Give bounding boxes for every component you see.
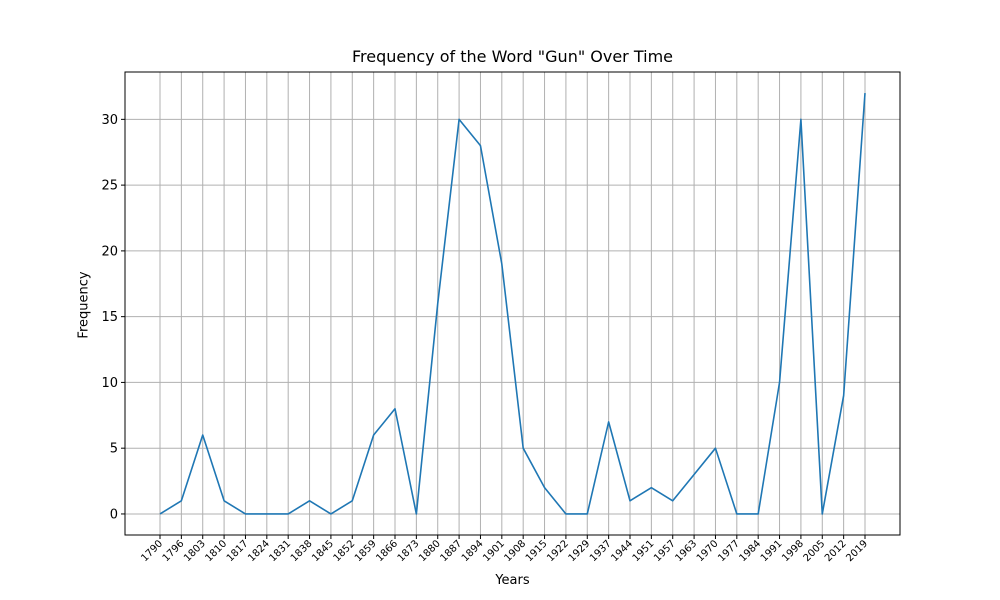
x-tick-label: 1873 xyxy=(396,538,422,564)
x-tick-label: 1810 xyxy=(203,538,229,564)
x-tick-label: 1831 xyxy=(268,538,294,564)
x-tick-label: 1838 xyxy=(289,538,315,564)
x-tick-label: 1852 xyxy=(332,538,358,564)
x-tick-label: 1984 xyxy=(738,538,764,564)
x-tick-label: 1951 xyxy=(631,538,657,564)
x-tick-label: 1963 xyxy=(673,538,699,564)
x-tick-label: 1880 xyxy=(417,538,443,564)
x-tick-label: 1796 xyxy=(161,538,187,564)
x-tick-label: 1845 xyxy=(310,538,336,564)
x-tick-label: 1922 xyxy=(545,538,571,564)
x-tick-label: 1817 xyxy=(225,538,251,564)
y-tick-label: 15 xyxy=(101,310,118,325)
x-tick-label: 2019 xyxy=(844,538,870,564)
x-tick-label: 1915 xyxy=(524,538,550,564)
x-tick-label: 1901 xyxy=(481,538,507,564)
x-tick-label: 1894 xyxy=(460,538,486,564)
y-tick-label: 25 xyxy=(101,179,118,194)
x-tick-label: 1887 xyxy=(438,538,464,564)
x-tick-label: 1790 xyxy=(139,538,165,564)
chart-title: Frequency of the Word "Gun" Over Time xyxy=(351,47,673,66)
x-tick-label: 1929 xyxy=(567,538,593,564)
x-tick-label: 1803 xyxy=(182,538,208,564)
x-tick-label: 1998 xyxy=(780,538,806,564)
x-tick-label: 1970 xyxy=(695,538,721,564)
series-line xyxy=(159,92,866,515)
x-tick-label: 1859 xyxy=(353,538,379,564)
x-tick-label: 1866 xyxy=(374,538,400,564)
x-tick-label: 1957 xyxy=(652,538,678,564)
y-tick-label: 5 xyxy=(110,442,118,457)
x-tick-label: 1977 xyxy=(716,538,742,564)
y-tick-label: 20 xyxy=(101,244,118,259)
plot-frame xyxy=(124,71,901,536)
y-axis-label: Frequency xyxy=(76,271,92,339)
x-tick-label: 2012 xyxy=(823,538,849,564)
x-tick-label: 1908 xyxy=(503,538,529,564)
x-tick-label: 1824 xyxy=(246,538,272,564)
x-tick-label: 1937 xyxy=(588,538,614,564)
y-tick-label: 10 xyxy=(101,376,118,391)
x-tick-label: 2005 xyxy=(802,538,828,564)
y-tick-label: 30 xyxy=(101,113,118,128)
y-tick-label: 0 xyxy=(110,507,118,522)
x-axis-label: Years xyxy=(495,573,530,588)
x-tick-label: 1944 xyxy=(609,538,635,564)
x-tick-label: 1991 xyxy=(759,538,785,564)
